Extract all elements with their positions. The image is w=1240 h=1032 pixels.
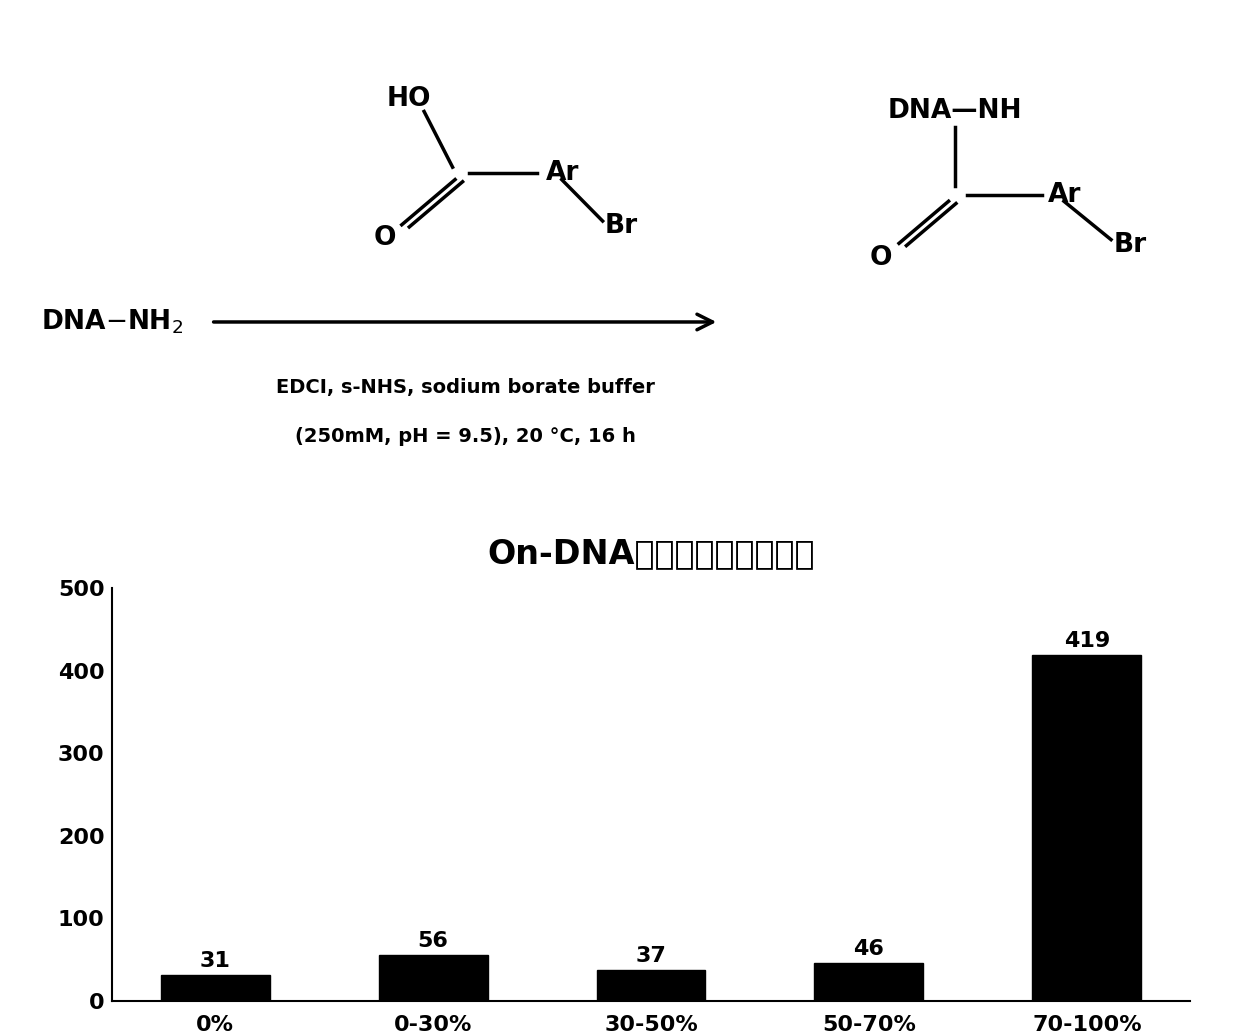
Text: Ar: Ar	[546, 160, 579, 187]
Text: DNA—NH: DNA—NH	[888, 98, 1022, 125]
Bar	[1033, 655, 1141, 1001]
Text: 37: 37	[636, 946, 666, 966]
Text: O: O	[373, 225, 396, 252]
Title: On-DNA芳基渴代物产率分布: On-DNA芳基渴代物产率分布	[487, 538, 815, 571]
Bar	[161, 975, 269, 1001]
Text: Ar: Ar	[1048, 182, 1081, 208]
Text: 56: 56	[418, 931, 449, 950]
Text: Br: Br	[605, 213, 639, 239]
Bar	[815, 963, 924, 1001]
Text: Br: Br	[1114, 231, 1147, 258]
Text: 46: 46	[853, 939, 884, 959]
Text: 31: 31	[200, 952, 231, 971]
Text: DNA$-$NH$_2$: DNA$-$NH$_2$	[41, 308, 182, 336]
Text: (250mM, pH = 9.5), 20 °C, 16 h: (250mM, pH = 9.5), 20 °C, 16 h	[295, 427, 635, 446]
Text: EDCI, s-NHS, sodium borate buffer: EDCI, s-NHS, sodium borate buffer	[275, 378, 655, 396]
Text: HO: HO	[387, 86, 432, 112]
Text: O: O	[869, 246, 892, 271]
Bar	[378, 955, 487, 1001]
Text: 419: 419	[1064, 631, 1110, 651]
Bar	[596, 970, 706, 1001]
